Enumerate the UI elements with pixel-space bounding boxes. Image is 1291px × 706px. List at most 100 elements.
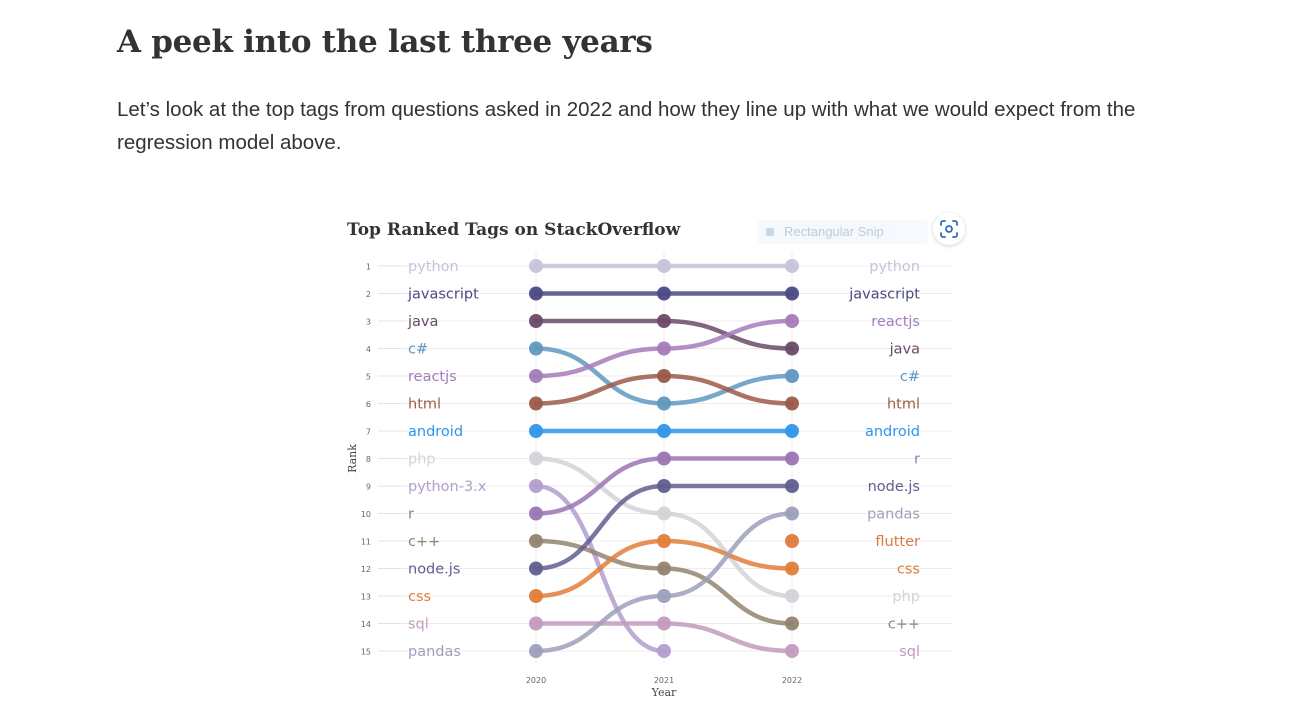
data-point-c++: [529, 534, 543, 548]
data-point-css: [785, 561, 799, 576]
data-point-r: [529, 506, 543, 521]
focus-icon: [940, 220, 958, 238]
y-tick-label: 10: [361, 510, 371, 519]
y-tick-label: 6: [366, 400, 371, 409]
data-point-python: [785, 259, 799, 273]
right-series-label: sql: [899, 644, 920, 660]
left-series-label: python-3.x: [408, 479, 487, 495]
left-series-label: java: [407, 314, 438, 330]
data-point-c#: [785, 369, 799, 383]
data-point-node.js: [657, 479, 671, 493]
x-axis-title: Year: [651, 686, 677, 699]
focus-image-button[interactable]: [933, 213, 965, 245]
snip-label: Rectangular Snip: [784, 224, 884, 239]
data-point-java: [657, 314, 671, 328]
right-series-label: r: [914, 452, 920, 468]
left-series-label: reactjs: [408, 369, 457, 385]
y-tick-label: 15: [361, 648, 371, 657]
data-point-flutter: [785, 534, 799, 548]
left-series-label: html: [408, 397, 441, 413]
right-series-label: css: [897, 562, 920, 578]
chart-title: Top Ranked Tags on StackOverflow: [347, 220, 681, 240]
right-series-label: android: [865, 424, 920, 440]
right-series-label: java: [889, 342, 920, 358]
left-series-label: c++: [408, 534, 440, 550]
data-point-javascript: [657, 286, 671, 301]
right-series-label: php: [892, 589, 920, 605]
data-point-sql: [785, 644, 799, 658]
data-point-python-3.x: [657, 644, 671, 658]
y-tick-label: 3: [366, 318, 371, 327]
left-series-label: javascript: [407, 287, 479, 303]
data-point-c++: [657, 561, 671, 576]
data-point-c#: [657, 396, 671, 411]
right-series-label: python: [869, 259, 920, 275]
y-tick-label: 8: [366, 455, 371, 464]
rectangular-snip-overlay: Rectangular Snip: [758, 220, 928, 244]
right-series-label: reactjs: [871, 314, 920, 330]
data-point-r: [657, 451, 671, 466]
data-point-php: [657, 506, 671, 521]
data-point-python: [529, 259, 543, 273]
left-series-label: python: [408, 259, 459, 275]
left-series-label: android: [408, 424, 463, 440]
y-tick-label: 9: [366, 483, 371, 492]
y-axis-title: Rank: [346, 444, 359, 473]
data-point-php: [785, 589, 799, 603]
left-series-label: r: [408, 507, 414, 523]
data-point-android: [657, 424, 671, 438]
data-point-c++: [785, 616, 799, 631]
y-tick-label: 7: [366, 428, 371, 437]
y-tick-label: 14: [361, 620, 371, 629]
y-tick-label: 13: [361, 593, 371, 602]
data-point-html: [529, 396, 543, 411]
data-point-python: [657, 259, 671, 273]
data-point-python-3.x: [529, 479, 543, 493]
data-point-node.js: [529, 561, 543, 576]
data-point-javascript: [529, 286, 543, 301]
data-point-sql: [529, 616, 543, 631]
data-point-android: [529, 424, 543, 438]
bump-chart: Top Ranked Tags on StackOverflow Rectang…: [330, 208, 970, 706]
left-series-label: c#: [408, 342, 428, 358]
data-point-java: [785, 341, 799, 356]
right-series-label: javascript: [848, 287, 920, 303]
y-tick-label: 4: [366, 345, 371, 354]
data-point-java: [529, 314, 543, 328]
y-tick-label: 5: [366, 373, 371, 382]
data-point-html: [657, 369, 671, 383]
section-heading: A peek into the last three years: [117, 24, 653, 60]
data-point-php: [529, 451, 543, 466]
right-series-label: c#: [900, 369, 920, 385]
data-point-css: [529, 589, 543, 603]
right-series-label: c++: [888, 617, 920, 633]
data-point-android: [785, 424, 799, 438]
snip-icon: [766, 228, 774, 236]
right-series-label: html: [887, 397, 920, 413]
y-tick-label: 12: [361, 565, 371, 574]
x-tick-label: 2021: [654, 676, 674, 685]
data-point-html: [785, 396, 799, 411]
data-point-reactjs: [785, 314, 799, 328]
left-series-label: node.js: [408, 562, 460, 578]
data-point-pandas: [529, 644, 543, 658]
right-series-label: node.js: [868, 479, 920, 495]
right-series-label: pandas: [867, 507, 920, 523]
intro-paragraph: Let’s look at the top tags from question…: [117, 98, 1136, 154]
left-series-label: pandas: [408, 644, 461, 660]
left-series-label: css: [408, 589, 431, 605]
y-tick-label: 11: [361, 538, 371, 547]
left-series-label: php: [408, 452, 436, 468]
data-point-r: [785, 451, 799, 466]
data-point-node.js: [785, 479, 799, 493]
data-point-pandas: [785, 506, 799, 521]
data-point-reactjs: [657, 341, 671, 356]
y-tick-label: 1: [366, 263, 371, 272]
data-point-c#: [529, 341, 543, 356]
data-point-pandas: [657, 589, 671, 603]
data-point-sql: [657, 616, 671, 631]
x-tick-label: 2022: [782, 676, 802, 685]
data-point-reactjs: [529, 369, 543, 383]
left-series-label: sql: [408, 617, 429, 633]
